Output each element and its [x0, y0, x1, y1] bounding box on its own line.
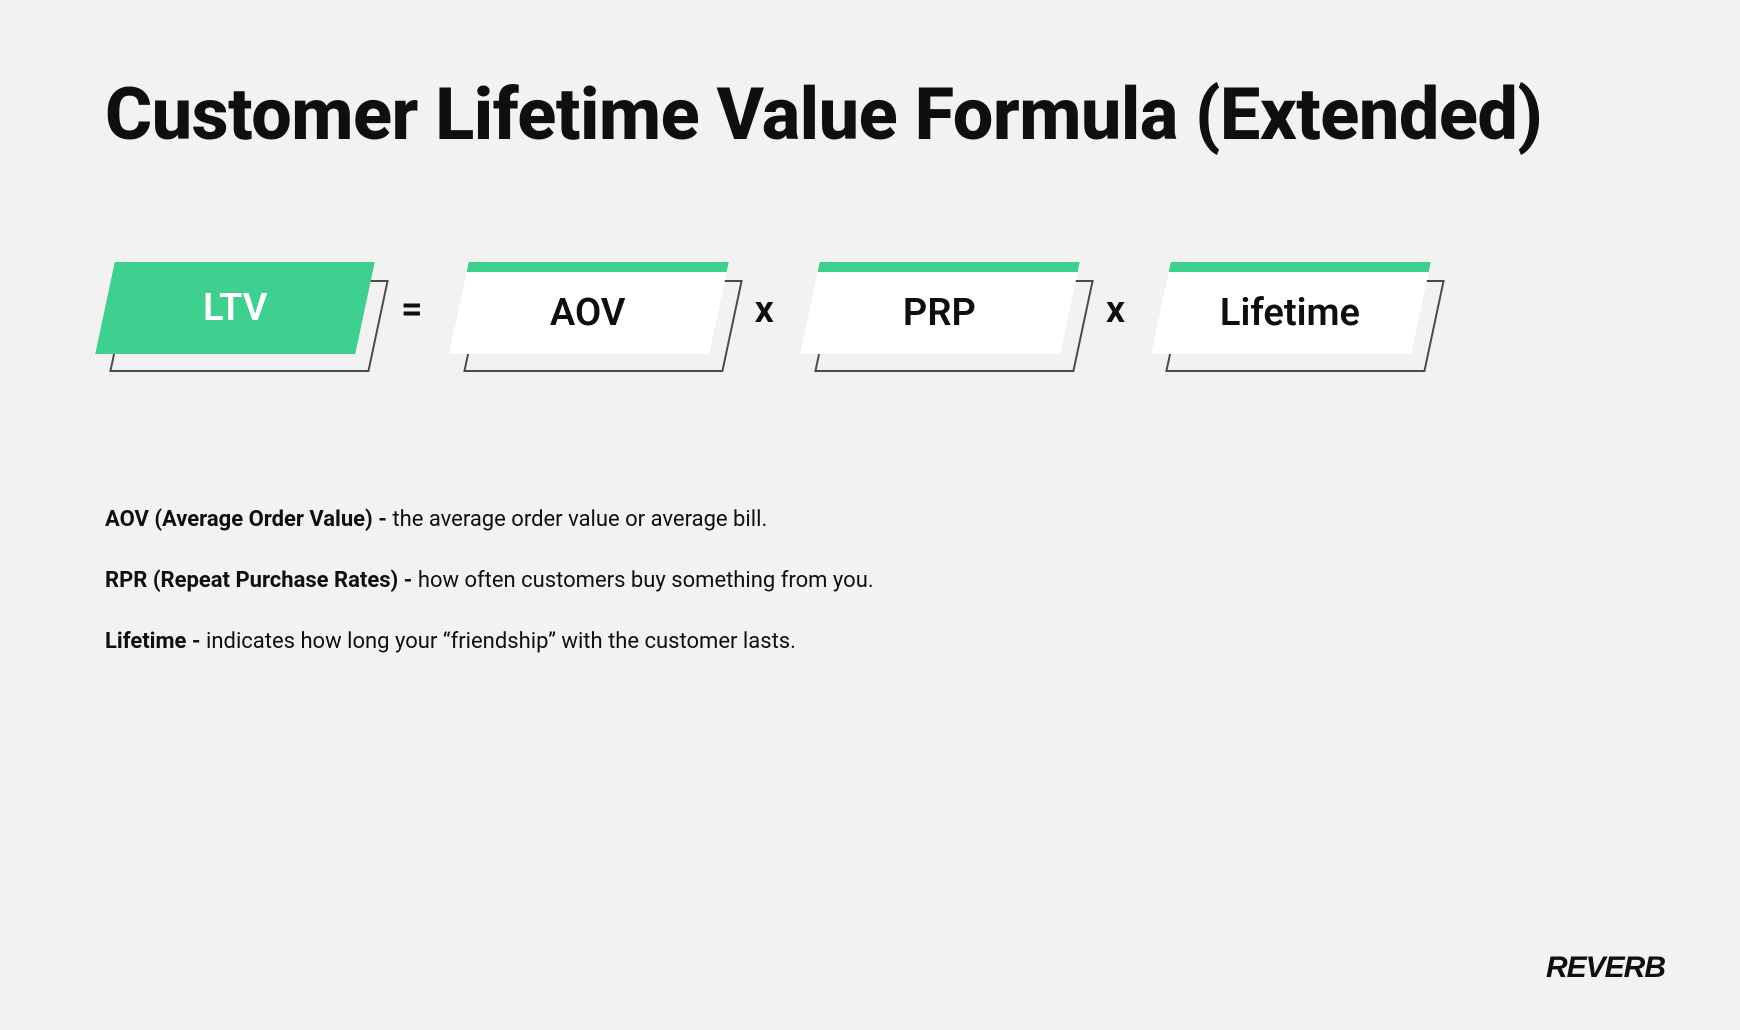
- formula-term-box: PRP: [810, 266, 1070, 358]
- definition-term: Lifetime -: [105, 629, 206, 654]
- formula-term-label: Lifetime: [1220, 291, 1360, 335]
- formula-term-label: AOV: [550, 291, 626, 335]
- definitions-block: AOV (Average Order Value) - the average …: [105, 503, 1635, 658]
- equals-operator: =: [393, 288, 431, 332]
- formula-term-label: PRP: [902, 291, 975, 335]
- formula-result-box: LTV: [105, 266, 365, 358]
- definition-line: AOV (Average Order Value) - the average …: [105, 503, 1635, 536]
- formula-row: LTV = AOV x PRP x Lifetime: [105, 266, 1635, 358]
- formula-term-box: AOV: [459, 266, 719, 358]
- definition-line: Lifetime - indicates how long your “frie…: [105, 625, 1635, 658]
- formula-result-label: LTV: [203, 286, 267, 330]
- definition-term: AOV (Average Order Value) -: [105, 507, 392, 532]
- definition-desc: the average order value or average bill.: [392, 507, 767, 532]
- definition-desc: indicates how long your “friendship” wit…: [206, 629, 796, 654]
- multiply-operator: x: [1098, 288, 1133, 332]
- page-title: Customer Lifetime Value Formula (Extende…: [105, 75, 1635, 156]
- definition-line: RPR (Repeat Purchase Rates) - how often …: [105, 564, 1635, 597]
- definition-term: RPR (Repeat Purchase Rates) -: [105, 568, 418, 593]
- brand-logo: REVERB: [1546, 951, 1665, 985]
- definition-desc: how often customers buy something from y…: [418, 568, 874, 593]
- formula-term-box: Lifetime: [1161, 266, 1421, 358]
- multiply-operator: x: [747, 288, 782, 332]
